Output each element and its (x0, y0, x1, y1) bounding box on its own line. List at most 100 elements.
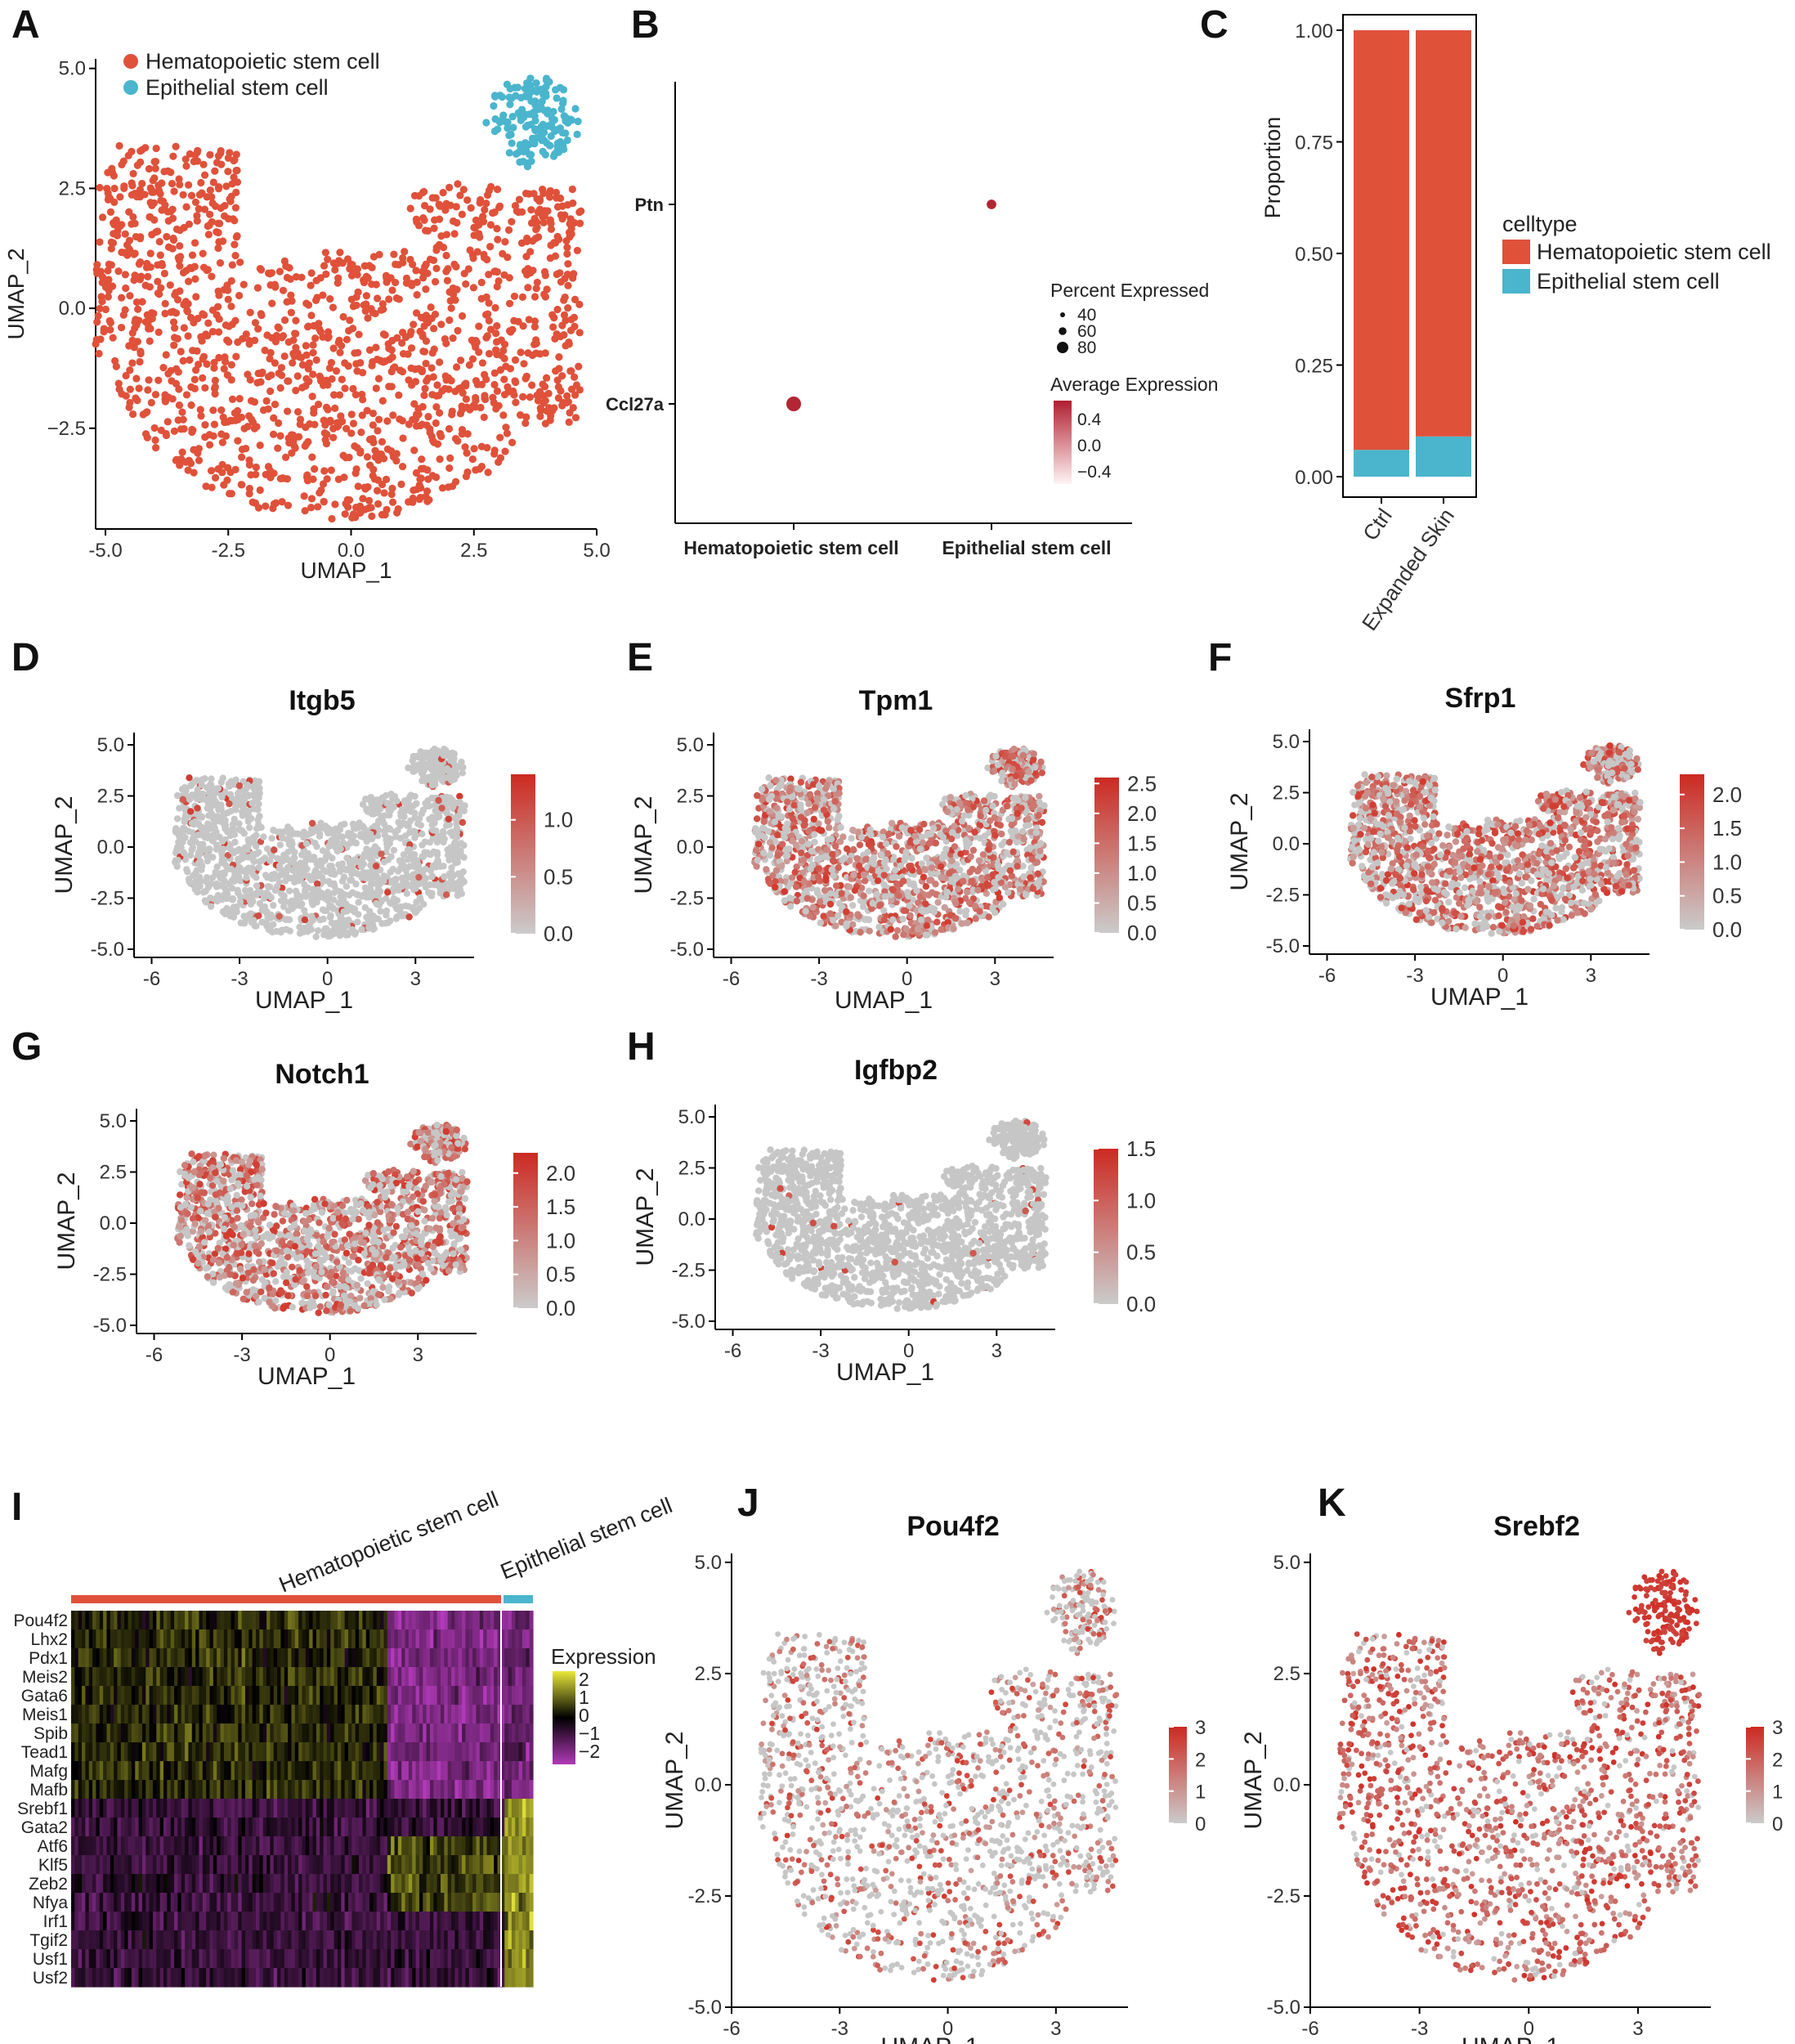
cell (253, 922, 260, 930)
cell (252, 798, 259, 805)
cell (450, 885, 457, 892)
cell (334, 926, 342, 933)
cell (188, 792, 196, 800)
cell-epithelial (512, 150, 521, 158)
cell-hematopoietic (404, 350, 412, 358)
cell (830, 785, 838, 792)
cell-hematopoietic (454, 180, 462, 188)
cell-hematopoietic (485, 299, 493, 307)
cell-hematopoietic (504, 388, 513, 396)
cell-hematopoietic (307, 495, 316, 503)
cell-hematopoietic (550, 404, 558, 412)
cell-hematopoietic (170, 341, 178, 349)
cell-hematopoietic (276, 383, 284, 392)
cell (349, 889, 356, 896)
cell-hematopoietic (239, 280, 248, 289)
cell (271, 871, 278, 879)
cell (386, 840, 393, 847)
plot-frame (1342, 14, 1477, 498)
cell-hematopoietic (231, 217, 239, 225)
cell-hematopoietic (419, 464, 427, 473)
cell-hematopoietic (536, 412, 544, 420)
cell (209, 837, 217, 845)
cell-hematopoietic (395, 391, 403, 399)
cell (843, 922, 850, 930)
cell-hematopoietic (423, 487, 432, 495)
cell-epithelial (517, 105, 526, 114)
cell-hematopoietic (190, 262, 199, 271)
cell (753, 863, 760, 870)
cell-epithelial (553, 142, 562, 150)
cell-hematopoietic (385, 344, 393, 352)
cell (915, 826, 924, 833)
cell (453, 829, 460, 836)
cell (314, 926, 322, 935)
cell (789, 837, 796, 845)
cell (234, 889, 242, 897)
cell-epithelial (559, 86, 568, 94)
cell-hematopoietic (104, 277, 112, 285)
cell-hematopoietic (442, 339, 450, 347)
cell (298, 851, 306, 858)
cell (220, 856, 228, 864)
cell (1008, 821, 1015, 829)
cell (995, 873, 1002, 881)
cell-hematopoietic (205, 441, 214, 449)
cell-hematopoietic (146, 199, 154, 207)
cell-hematopoietic (360, 278, 369, 287)
cell-hematopoietic (216, 219, 224, 227)
cell (193, 867, 201, 874)
cell (824, 818, 831, 825)
cell-hematopoietic (356, 502, 364, 510)
y-tick-label: 0.0 (97, 836, 124, 858)
cell-hematopoietic (463, 449, 471, 457)
cell (271, 846, 278, 854)
cell-hematopoietic (267, 371, 275, 379)
cell (764, 827, 772, 835)
cell (862, 856, 870, 863)
cell-hematopoietic (213, 227, 221, 236)
cell-epithelial (517, 116, 525, 124)
cell-hematopoietic (421, 262, 429, 271)
cell-hematopoietic (533, 278, 541, 287)
cell-hematopoietic (483, 191, 492, 199)
cell-hematopoietic (518, 293, 527, 301)
cell (383, 889, 392, 896)
cell (800, 877, 808, 885)
cell-hematopoietic (176, 181, 184, 189)
cell-hematopoietic (96, 335, 105, 343)
cell-hematopoietic (333, 419, 342, 427)
cell-hematopoietic (152, 444, 160, 452)
cell-hematopoietic (441, 206, 450, 214)
x-tick-label: -3 (231, 968, 248, 990)
cell-hematopoietic (169, 318, 178, 326)
cell-hematopoietic (564, 260, 572, 268)
cell-hematopoietic (269, 504, 277, 513)
cell-hematopoietic (517, 348, 525, 356)
cell (1001, 883, 1009, 891)
y-tick-label: 0.0 (59, 298, 86, 320)
cell (263, 845, 271, 853)
cell-hematopoietic (383, 417, 392, 425)
colorbar-label: 1.0 (544, 808, 573, 832)
cell-hematopoietic (222, 432, 231, 440)
cell-hematopoietic (228, 261, 236, 269)
cell-hematopoietic (213, 159, 222, 167)
cell-hematopoietic (504, 253, 512, 262)
cell (917, 916, 925, 924)
cell-hematopoietic (183, 307, 192, 316)
cell (902, 925, 910, 933)
cell (366, 869, 374, 877)
cell (340, 873, 348, 881)
cell-hematopoietic (159, 197, 168, 205)
cell-hematopoietic (104, 267, 112, 275)
cell-hematopoietic (131, 324, 139, 333)
y-tick-label: 2.5 (97, 786, 124, 808)
cell-hematopoietic (289, 359, 297, 367)
cell (960, 877, 967, 885)
cell-hematopoietic (565, 340, 573, 348)
cell-epithelial (512, 92, 520, 100)
cell (447, 874, 454, 881)
cell (248, 866, 257, 874)
cell-hematopoietic (107, 238, 115, 246)
